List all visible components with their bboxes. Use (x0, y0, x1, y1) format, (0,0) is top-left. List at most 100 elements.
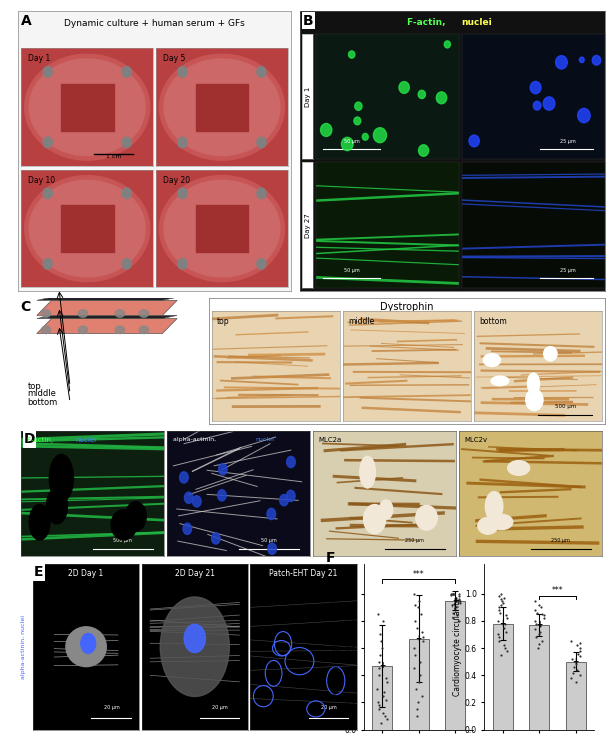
Point (538, 608, 547, 620)
Ellipse shape (525, 389, 543, 411)
Point (415, 669, 425, 681)
Point (445, 588, 455, 600)
Ellipse shape (544, 346, 557, 361)
Ellipse shape (43, 66, 53, 77)
Text: E: E (34, 565, 43, 579)
Ellipse shape (78, 326, 87, 334)
Point (375, 649, 385, 661)
Ellipse shape (185, 492, 193, 503)
Text: +: + (573, 657, 579, 666)
Ellipse shape (178, 137, 187, 148)
Point (497, 595, 507, 607)
Point (379, 685, 389, 697)
Text: bottom: bottom (479, 316, 507, 326)
Point (575, 669, 585, 681)
Point (409, 588, 419, 600)
Point (374, 703, 384, 715)
Text: Dynamic culture + human serum + GFs: Dynamic culture + human serum + GFs (64, 19, 245, 29)
Ellipse shape (267, 509, 276, 520)
Point (494, 604, 504, 616)
Ellipse shape (530, 81, 541, 94)
Ellipse shape (43, 259, 53, 269)
Text: nuclei: nuclei (75, 438, 97, 444)
Point (572, 640, 582, 652)
Point (573, 664, 582, 676)
Point (455, 597, 465, 609)
Text: Day 1: Day 1 (28, 55, 50, 63)
Bar (409, 638, 429, 730)
Text: 20 μm: 20 μm (104, 705, 120, 710)
Ellipse shape (29, 505, 50, 540)
Point (568, 667, 578, 679)
Point (417, 626, 426, 638)
Text: ***: *** (413, 570, 425, 579)
Ellipse shape (527, 373, 540, 394)
Ellipse shape (321, 124, 332, 136)
Text: B: B (303, 14, 313, 28)
Text: 500 μm: 500 μm (555, 404, 576, 409)
Point (414, 595, 423, 607)
Polygon shape (37, 297, 177, 301)
Text: 25 μm: 25 μm (560, 139, 576, 144)
Point (502, 645, 512, 657)
Point (494, 590, 504, 602)
Ellipse shape (43, 188, 53, 198)
Ellipse shape (485, 492, 503, 521)
Point (382, 676, 392, 688)
Point (539, 612, 549, 624)
Ellipse shape (483, 354, 500, 366)
Ellipse shape (49, 455, 73, 502)
Ellipse shape (364, 505, 386, 534)
Ellipse shape (180, 472, 188, 483)
Bar (196, 205, 248, 252)
Point (496, 593, 505, 605)
Point (571, 656, 581, 668)
Point (494, 601, 504, 613)
Point (536, 601, 546, 613)
Ellipse shape (257, 66, 266, 77)
Text: alpha-actinin,: alpha-actinin, (172, 438, 218, 442)
Ellipse shape (419, 144, 429, 156)
Text: 500 μm: 500 μm (113, 538, 132, 542)
Point (575, 637, 585, 649)
Point (539, 609, 549, 621)
Y-axis label: Myofibril alignment (OCF): Myofibril alignment (OCF) (332, 598, 342, 696)
Text: +: + (379, 661, 386, 670)
Point (417, 690, 426, 702)
Point (409, 663, 419, 674)
Point (493, 629, 503, 640)
Point (382, 713, 392, 724)
Text: +: + (500, 619, 506, 628)
Point (499, 640, 508, 652)
Point (451, 601, 461, 613)
Point (455, 593, 464, 605)
Point (373, 608, 383, 620)
Text: 25 μm: 25 μm (560, 268, 576, 273)
Point (535, 626, 545, 638)
Ellipse shape (416, 506, 437, 530)
Ellipse shape (24, 55, 150, 160)
Bar (566, 662, 586, 730)
Point (530, 615, 540, 626)
Text: +: + (536, 621, 543, 629)
Text: ***: *** (552, 586, 563, 595)
Ellipse shape (219, 464, 227, 475)
Point (412, 710, 422, 722)
Point (453, 596, 463, 608)
Y-axis label: Cardiomyocyte circularity: Cardiomyocyte circularity (453, 598, 462, 696)
Point (381, 694, 391, 705)
Point (376, 635, 386, 647)
Point (494, 632, 504, 643)
Polygon shape (37, 282, 177, 297)
Point (501, 609, 511, 621)
Text: F-actin,: F-actin, (407, 18, 448, 27)
Text: D: D (24, 433, 35, 447)
Point (533, 642, 543, 654)
Bar (372, 666, 392, 730)
Text: F-actin,: F-actin, (26, 438, 55, 444)
Ellipse shape (159, 175, 285, 282)
Point (455, 590, 464, 602)
Point (455, 595, 464, 607)
Polygon shape (37, 318, 177, 334)
Point (415, 608, 425, 620)
